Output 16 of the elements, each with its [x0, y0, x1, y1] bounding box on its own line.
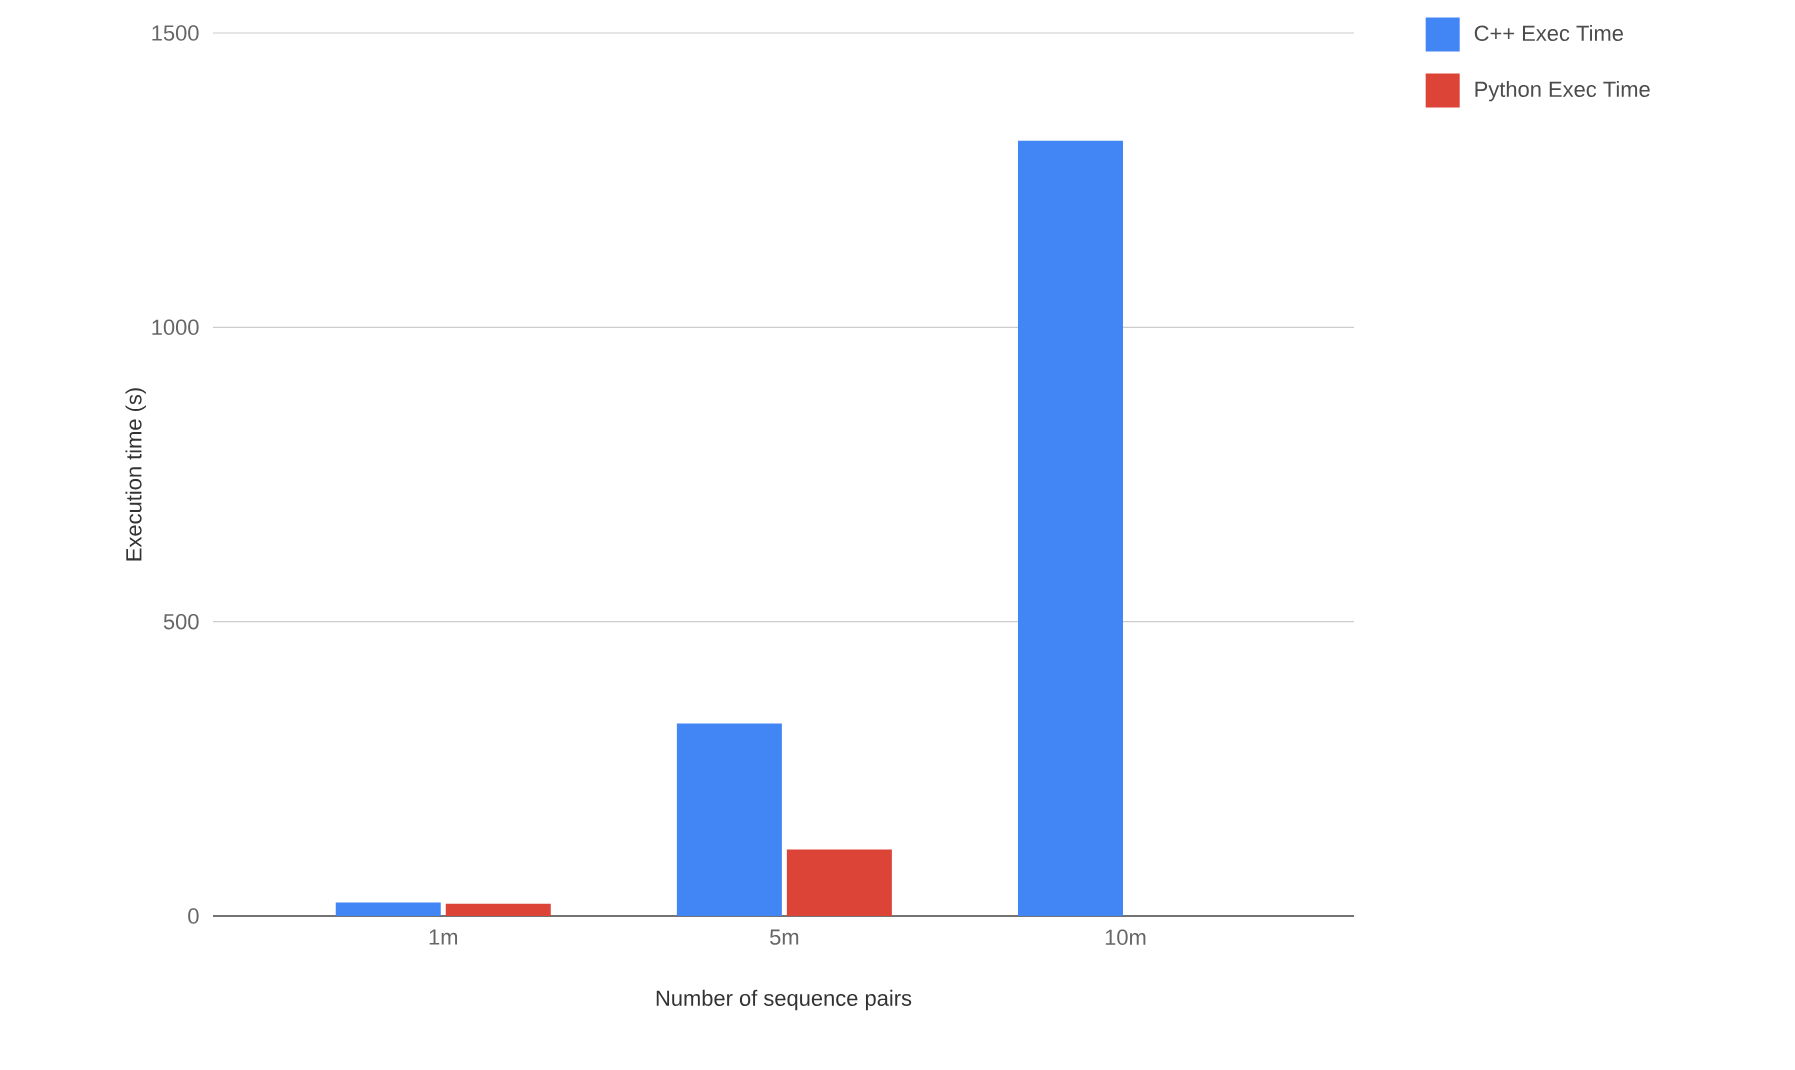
x-tick-label: 1m — [429, 929, 458, 945]
y-axis-title: Execution time (s) — [125, 388, 146, 561]
legend-label: C++ Exec Time — [1474, 24, 1623, 42]
bar — [335, 902, 441, 916]
x-axis-title: Number of sequence pairs — [656, 989, 912, 1011]
x-tick-label: 10m — [1105, 929, 1146, 946]
bar — [1017, 140, 1123, 916]
legend-label: Python Exec Time — [1475, 80, 1650, 102]
y-tick-label: 1000 — [152, 319, 199, 336]
x-tick-label: 5m — [770, 929, 799, 945]
bar — [676, 723, 782, 916]
y-tick-label: 500 — [163, 613, 199, 630]
y-tick-label: 1500 — [152, 25, 199, 41]
bar — [786, 849, 892, 916]
y-tick-label: 0 — [188, 908, 199, 924]
bar — [445, 903, 551, 916]
